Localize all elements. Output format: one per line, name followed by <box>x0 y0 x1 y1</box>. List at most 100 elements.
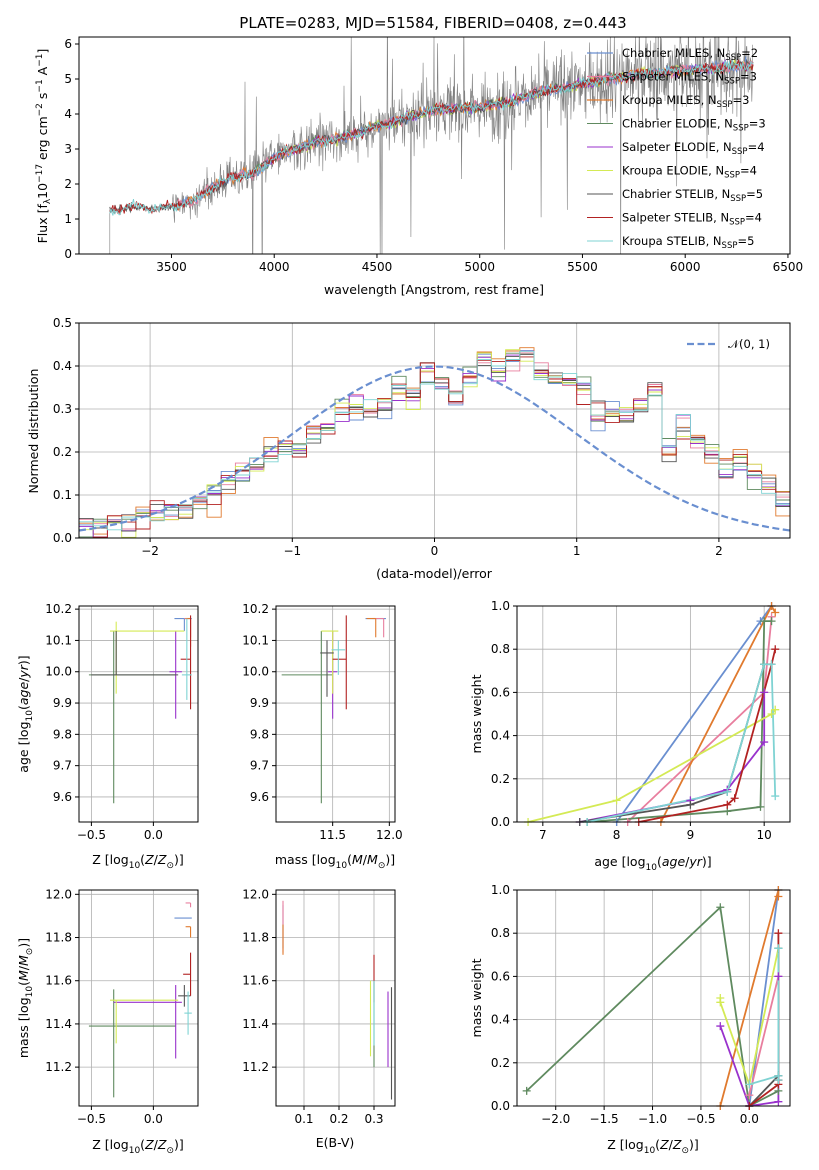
axis-label-part: ( <box>140 852 145 867</box>
x-axis-label: Z [log10(Z/Z⊙)] <box>607 1137 699 1156</box>
y-tick-label: 0.8 <box>491 642 510 656</box>
x-tick-label: 8 <box>613 828 621 842</box>
axis-label-part: / <box>16 965 31 970</box>
figure-title: PLATE=0283, MJD=51584, FIBERID=0408, z=0… <box>239 14 626 32</box>
x-tick-label: 3500 <box>156 260 187 274</box>
y-tick-label: 11.8 <box>45 931 72 945</box>
y-axis-label-part: −1 <box>35 54 45 67</box>
x-tick-label: 6500 <box>773 260 804 274</box>
axis-label-part: / <box>154 852 159 867</box>
axis-label-part: 10 <box>25 986 35 998</box>
y-tick-label: 0.5 <box>53 316 72 330</box>
observed-spectrum-line <box>109 37 753 254</box>
plot-area <box>88 615 192 804</box>
x-tick-label: 2 <box>715 544 723 558</box>
y-tick-label: 0.4 <box>491 729 510 743</box>
y-tick-label: 1.0 <box>491 883 510 897</box>
weight-marker <box>723 787 732 796</box>
axes-frame <box>516 889 791 1107</box>
weight-vs-metallicity-panel: −2.0 −1.5 −1.0 −0.5 0.0 0.0 0.2 0.4 0.6 0.8 1.0 Z [… <box>469 883 791 1156</box>
weight-marker <box>771 608 780 617</box>
axis-label-part: / <box>669 1137 674 1152</box>
x-tick-label: −1.0 <box>638 1112 667 1126</box>
weight-marker <box>760 660 769 669</box>
y-tick-label: 0.2 <box>491 1056 510 1070</box>
axis-label-part: ( <box>16 705 31 710</box>
legend-entry: Kroupa MILES, NSSP=3 <box>622 93 749 110</box>
axis-label-part: 10 <box>644 1146 656 1156</box>
y-tick-label: 10.2 <box>45 602 72 616</box>
weight-marker <box>771 792 780 801</box>
x-axis-label: mass [log10(M/M⊙)] <box>275 852 395 871</box>
legend-value: =2 <box>741 46 758 60</box>
axis-label-part: ( <box>347 852 352 867</box>
mass-vs-metallicity-panel: −0.5 0.011.211.411.611.812.0Z [log10(Z/Z⊙… <box>16 887 199 1156</box>
legend-value: =3 <box>740 70 757 84</box>
y-tick-label: 11.4 <box>242 1017 269 1031</box>
histogram-step <box>79 356 790 538</box>
y-tick-label: 0.2 <box>491 772 510 786</box>
axis-label-part: 10 <box>646 863 658 873</box>
axis-label-part: )] <box>16 938 31 948</box>
y-tick-label: 0.1 <box>53 488 72 502</box>
axis-label-part: mass [log <box>275 852 336 867</box>
mass-vs-ebv-panel: 0.1 0.2 0.3 11.2 11.4 11.6 11.8 12.0 E(B-V) <box>242 887 396 1150</box>
x-tick-label: −0.5 <box>686 1112 715 1126</box>
x-tick-label: 0 <box>431 544 439 558</box>
legend-entry: 𝒩(0, 1) <box>728 337 770 351</box>
y-tick-label: 0.0 <box>491 1099 510 1113</box>
axis-label-part: 10 <box>129 861 141 871</box>
weight-marker <box>730 794 739 803</box>
axis-label-part: ( <box>657 854 662 869</box>
y-tick-label: 9.9 <box>250 696 269 710</box>
weight-marker <box>767 617 776 626</box>
legend-entry: Kroupa ELODIE, NSSP=4 <box>622 164 757 181</box>
weight-marker <box>774 1076 783 1085</box>
x-axis-label: Z [log10(Z/Z⊙)] <box>92 852 184 871</box>
legend-value: =4 <box>740 164 757 178</box>
axis-label-part: Z [log <box>607 1137 643 1152</box>
legend-value: =5 <box>746 187 763 201</box>
axis-label-part: Z <box>672 1137 682 1152</box>
y-axis-label-part: −1 <box>35 79 45 92</box>
axis-label-part: age <box>16 682 31 706</box>
y-tick-label: 11.8 <box>242 931 269 945</box>
y-tick-label: 10.1 <box>242 633 269 647</box>
y-tick-label: 5 <box>64 72 72 86</box>
axis-label-part: yr <box>688 854 702 869</box>
plot-area <box>282 900 393 1100</box>
legend-entry: Chabrier ELODIE, NSSP=3 <box>622 117 766 134</box>
x-tick-label: −1.5 <box>590 1112 619 1126</box>
weight-marker <box>760 617 769 626</box>
age-vs-mass-panel: 11.5 12.0 9.6 9.7 9.8 9.9 10.0 10.1 10.2 mass [lo… <box>242 602 402 871</box>
weight-marker <box>716 903 725 912</box>
y-axis-label-part: erg cm <box>35 116 50 164</box>
x-tick-label: 12.0 <box>376 828 403 842</box>
x-tick-label: −2 <box>141 544 159 558</box>
weight-marker <box>774 1097 783 1106</box>
y-tick-label: 9.7 <box>53 759 72 773</box>
y-tick-label: 0.6 <box>491 685 510 699</box>
legend-subscript: SSP <box>730 194 746 204</box>
x-tick-label: −1 <box>283 544 301 558</box>
legend-entry: Salpeter STELIB, NSSP=4 <box>622 211 762 228</box>
y-axis-label: mass weight <box>469 674 484 753</box>
legend-subscript: SSP <box>725 53 741 63</box>
legend-entry: Chabrier MILES, NSSP=2 <box>622 46 758 63</box>
y-tick-label: 0.8 <box>491 926 510 940</box>
x-tick-label: −0.5 <box>77 828 106 842</box>
y-tick-label: 12.0 <box>45 887 72 901</box>
x-tick-label: 0.0 <box>144 828 163 842</box>
y-tick-label: 9.8 <box>53 727 72 741</box>
spectrum-panel: 3500 4000 4500 5000 5500 6000 6500 0 1 2 3 4 5 6 Chabr… <box>35 36 804 297</box>
y-tick-label: 0.3 <box>53 402 72 416</box>
x-tick-label: 0.0 <box>740 1112 759 1126</box>
y-axis-label-part: −2 <box>35 103 45 116</box>
weight-marker <box>756 802 765 811</box>
axis-label-part: M <box>16 955 31 966</box>
y-axis-label: mass weight <box>469 958 484 1037</box>
y-tick-label: 11.6 <box>242 974 269 988</box>
y-tick-label: 0.4 <box>491 1013 510 1027</box>
weight-line <box>615 606 773 822</box>
y-axis-label-part: 10 <box>35 183 50 199</box>
